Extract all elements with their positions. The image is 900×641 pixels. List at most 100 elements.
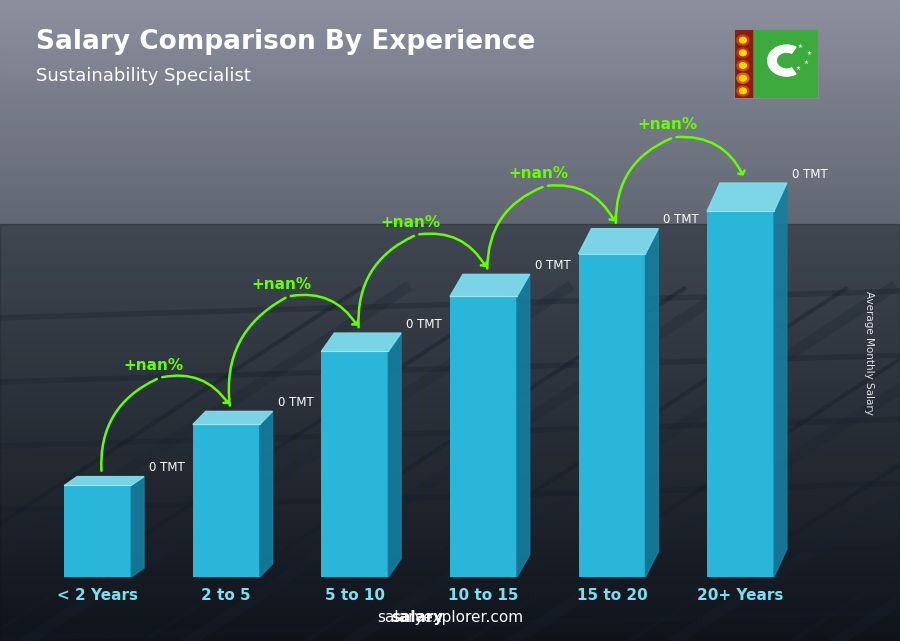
Bar (0, 276, 900, 279)
Bar (0, 196, 900, 199)
Bar (0, 304, 900, 308)
Bar (707, 211, 774, 577)
Polygon shape (388, 333, 401, 577)
Bar (0, 590, 900, 593)
Bar (0, 51, 900, 54)
Bar (0, 375, 900, 378)
Bar (0, 410, 900, 413)
Bar (0, 119, 900, 122)
Bar (0, 237, 900, 240)
Bar (0, 500, 900, 503)
Bar (0, 314, 900, 317)
Bar (0, 558, 900, 561)
Polygon shape (645, 229, 658, 577)
Bar (0, 631, 900, 635)
Bar (0, 253, 900, 256)
Bar (0, 538, 900, 542)
Bar (0, 359, 900, 362)
Bar (0, 317, 900, 320)
Bar (0, 42, 900, 45)
Bar (0, 212, 900, 215)
Bar (0, 337, 900, 340)
Text: 0 TMT: 0 TMT (149, 461, 184, 474)
Text: Average Monthly Salary: Average Monthly Salary (863, 290, 874, 415)
Polygon shape (579, 229, 658, 254)
Bar (579, 254, 645, 577)
Bar (0, 218, 900, 221)
Bar (0, 564, 900, 567)
Bar (0, 298, 900, 301)
Bar (0, 474, 900, 478)
Bar (0, 125, 900, 128)
Bar (0, 61, 900, 64)
Bar (0, 362, 900, 365)
Bar (0, 93, 900, 96)
Bar (0, 615, 900, 619)
Bar (0, 183, 900, 186)
Polygon shape (707, 183, 787, 211)
Bar (0, 596, 900, 599)
Bar (0, 115, 900, 119)
Bar (0, 545, 900, 548)
Text: 0 TMT: 0 TMT (535, 259, 571, 272)
Circle shape (740, 76, 746, 81)
Bar (0, 244, 900, 247)
Bar (0, 263, 900, 266)
Bar (0, 80, 900, 83)
Bar (0, 548, 900, 551)
Bar (0, 423, 900, 426)
Bar (0, 635, 900, 638)
Circle shape (737, 48, 749, 58)
Bar (0, 87, 900, 90)
Bar (0, 340, 900, 343)
Circle shape (740, 50, 746, 56)
Circle shape (737, 61, 749, 71)
Bar (0, 208, 900, 212)
Bar (0, 369, 900, 372)
Bar (0, 503, 900, 506)
Bar (0, 391, 900, 394)
Bar (0, 234, 900, 237)
Bar (0, 468, 900, 471)
Bar (0, 407, 900, 410)
Bar (0, 353, 900, 356)
Bar (0, 574, 900, 577)
Bar (64, 485, 131, 577)
Bar (0, 413, 900, 417)
Bar (0, 301, 900, 304)
Bar (0, 10, 900, 13)
Bar (0, 609, 900, 612)
Text: ★: ★ (797, 44, 803, 49)
Bar (0, 529, 900, 532)
Bar (0, 365, 900, 369)
Bar (0, 215, 900, 218)
Bar (0, 292, 900, 295)
Bar (0, 385, 900, 388)
Bar (0, 356, 900, 359)
Bar (0, 189, 900, 192)
Bar (0, 22, 900, 26)
Text: ★: ★ (796, 66, 800, 71)
Bar (0, 333, 900, 337)
Bar (0, 583, 900, 587)
Polygon shape (260, 412, 273, 577)
Bar (0, 603, 900, 606)
Bar (0, 506, 900, 510)
Bar (0, 112, 900, 115)
Bar (0, 311, 900, 314)
Bar (0, 535, 900, 538)
Bar (0, 285, 900, 288)
Bar (321, 351, 388, 577)
Bar (0, 417, 900, 420)
Bar (0, 458, 900, 462)
Bar (0, 109, 900, 112)
Bar (0, 388, 900, 391)
Polygon shape (774, 183, 787, 577)
Bar (0, 192, 900, 196)
Bar (0, 202, 900, 205)
Bar (0, 13, 900, 16)
Text: +nan%: +nan% (251, 277, 311, 292)
Text: 0 TMT: 0 TMT (792, 167, 828, 181)
Bar (0, 490, 900, 494)
Bar (0, 144, 900, 147)
